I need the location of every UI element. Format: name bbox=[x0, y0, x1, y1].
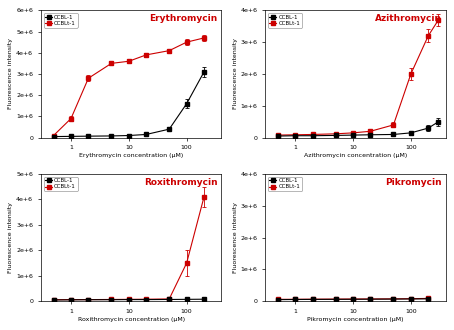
Y-axis label: Fluorescence intensity: Fluorescence intensity bbox=[232, 39, 237, 110]
Legend: CCBL-1, CCBLt-1: CCBL-1, CCBLt-1 bbox=[268, 177, 302, 191]
X-axis label: Azithromycin concentration (μM): Azithromycin concentration (μM) bbox=[304, 153, 407, 158]
Text: Erythromycin: Erythromycin bbox=[149, 14, 218, 23]
X-axis label: Roxithromycin concentration (μM): Roxithromycin concentration (μM) bbox=[78, 317, 185, 322]
Legend: CCBL-1, CCBLt-1: CCBL-1, CCBLt-1 bbox=[268, 13, 302, 28]
Y-axis label: Fluorescence intensity: Fluorescence intensity bbox=[232, 202, 237, 273]
Text: Azithromycin: Azithromycin bbox=[375, 14, 442, 23]
Y-axis label: Fluorescence intensity: Fluorescence intensity bbox=[8, 202, 13, 273]
X-axis label: Pikromycin concentration (μM): Pikromycin concentration (μM) bbox=[307, 317, 404, 322]
Y-axis label: Fluorescence intensity: Fluorescence intensity bbox=[8, 39, 13, 110]
X-axis label: Erythromycin concentration (μM): Erythromycin concentration (μM) bbox=[79, 153, 183, 158]
Legend: CCBL-1, CCBLt-1: CCBL-1, CCBLt-1 bbox=[44, 13, 78, 28]
Text: Roxithromycin: Roxithromycin bbox=[144, 178, 218, 187]
Legend: CCBL-1, CCBLt-1: CCBL-1, CCBLt-1 bbox=[44, 177, 78, 191]
Text: Pikromycin: Pikromycin bbox=[385, 178, 442, 187]
